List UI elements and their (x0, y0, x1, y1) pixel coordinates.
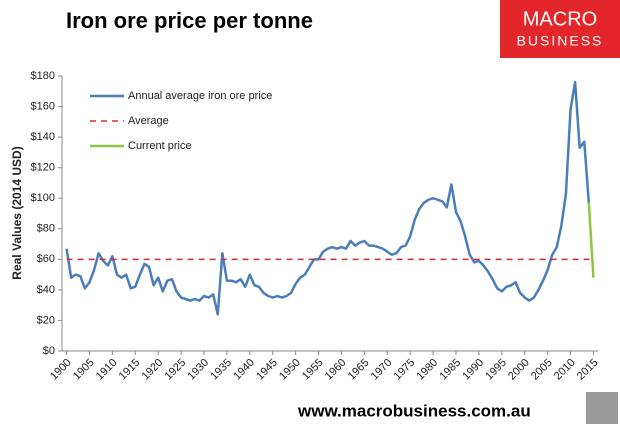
brand-bottom: BUSINESS (517, 33, 604, 49)
y-tick-label: $0 (43, 345, 55, 357)
x-tick-label: 1915 (117, 357, 143, 383)
x-tick-label: 1985 (437, 357, 463, 383)
chart-title: Iron ore price per tonne (66, 8, 313, 33)
y-tick-label: $80 (37, 223, 55, 235)
x-tick-label: 2015 (575, 357, 601, 383)
wolf-icon (586, 392, 618, 424)
x-tick-label: 1910 (94, 357, 120, 383)
y-tick-label: $100 (31, 192, 55, 204)
x-tick-label: 1995 (483, 357, 509, 383)
x-tick-label: 1965 (346, 357, 372, 383)
x-tick-label: 1935 (208, 357, 234, 383)
legend-label: Current price (128, 140, 192, 152)
y-tick-label: $60 (37, 253, 55, 265)
x-tick-label: 1950 (277, 357, 303, 383)
legend-label: Annual average iron ore price (128, 90, 272, 102)
y-tick-label: $160 (31, 100, 55, 112)
x-tick-label: 1920 (140, 357, 166, 383)
x-tick-label: 1955 (300, 357, 326, 383)
x-tick-label: 1990 (460, 357, 486, 383)
x-tick-label: 1980 (414, 357, 440, 383)
x-tick-label: 1900 (48, 357, 74, 383)
x-tick-label: 1930 (185, 357, 211, 383)
x-tick-label: 2005 (529, 357, 555, 383)
y-tick-label: $20 (37, 314, 55, 326)
y-tick-label: $120 (31, 162, 55, 174)
x-tick-label: 1925 (162, 357, 188, 383)
x-tick-label: 1945 (254, 357, 280, 383)
legend-label: Average (128, 115, 169, 127)
y-tick-label: $140 (31, 131, 55, 143)
series-line (587, 202, 595, 278)
y-tick-label: $40 (37, 284, 55, 296)
brand-logo (500, 0, 620, 58)
x-tick-label: 1975 (392, 357, 418, 383)
x-tick-label: 1905 (71, 357, 97, 383)
y-axis-label: Real Values (2014 USD) (10, 146, 24, 279)
x-tick-label: 1970 (369, 357, 395, 383)
brand-top: MACRO (523, 8, 597, 30)
x-tick-label: 2000 (506, 357, 532, 383)
y-tick-label: $180 (31, 70, 55, 82)
x-tick-label: 1940 (231, 357, 257, 383)
x-tick-label: 1960 (323, 357, 349, 383)
series-line (65, 80, 591, 316)
x-tick-label: 2010 (552, 357, 578, 383)
footer-url: www.macrobusiness.com.au (297, 401, 531, 420)
